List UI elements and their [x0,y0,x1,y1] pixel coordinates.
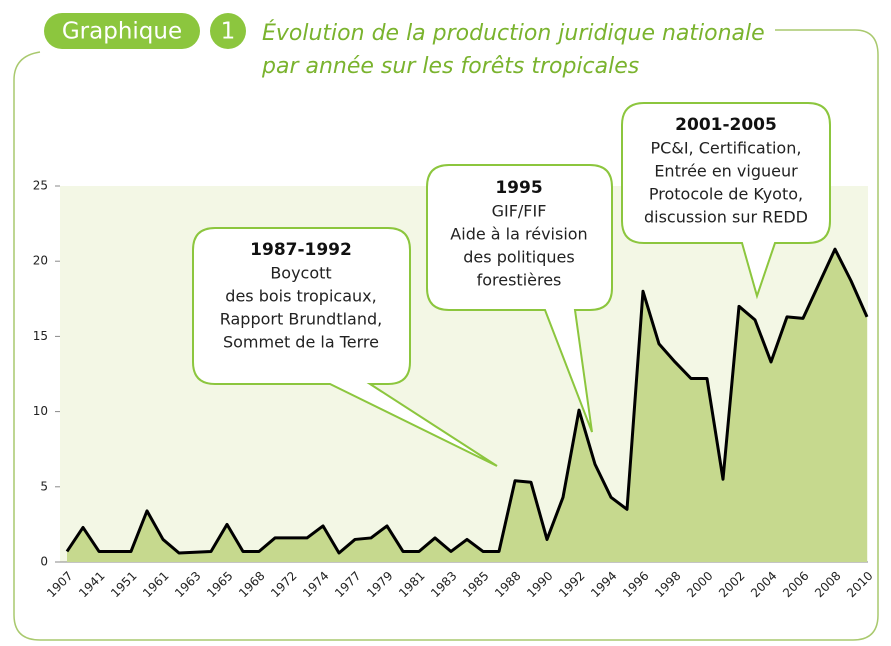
x-tick-label: 1977 [332,569,363,600]
header-number: 1 [221,19,236,45]
callout-text: GIF/FIF [492,202,547,221]
frame [13,29,879,641]
x-tick-label: 1990 [524,569,555,600]
x-tick-label: 2006 [780,569,811,600]
x-tick-label: 1974 [300,569,331,600]
callout-title: 1995 [495,178,542,198]
y-tick-label: 15 [33,329,48,343]
x-tick-label: 1981 [396,569,427,600]
header-circle [210,13,246,49]
callout [192,227,498,467]
x-tick-label: 1968 [236,569,267,600]
x-tick-label: 1907 [44,569,75,600]
x-tick-label: 2000 [684,569,715,600]
x-tick-label: 1998 [652,569,683,600]
callout-text: forestières [477,271,562,290]
callout [621,102,831,300]
x-tick-label: 2004 [748,569,779,600]
x-tick-label: 2008 [812,569,843,600]
line [65,247,869,555]
chart-title: Évolution de la production juridique nat… [262,20,765,46]
x-tick-label: 1961 [140,569,171,600]
x-tick-label: 2010 [844,569,875,600]
x-tick-label: 1963 [172,569,203,600]
x-tick-label: 1951 [108,569,139,600]
y-tick-label: 10 [33,404,48,418]
callout-text: Sommet de la Terre [223,333,379,352]
callout [426,164,613,433]
chart-title: par année sur les forêts tropicales [261,54,639,79]
y-tick-label: 20 [33,254,48,268]
callout-title: 1987-1992 [250,240,352,260]
callout-text: Protocole de Kyoto, [649,185,803,204]
x-tick-label: 1985 [460,569,491,600]
x-tick-label: 1941 [76,569,107,600]
x-tick-label: 1965 [204,569,235,600]
header-pill [44,13,200,49]
x-tick-label: 1979 [364,569,395,600]
x-tick-label: 1983 [428,569,459,600]
callout-text: des bois tropicaux, [225,287,376,306]
callout-text: Boycott [270,264,331,283]
y-tick-label: 25 [33,179,48,193]
x-tick-label: 2002 [716,569,747,600]
x-tick-label: 1996 [620,569,651,600]
x-tick-label: 1988 [492,569,523,600]
callout-text: Aide à la révision [450,225,587,244]
callout-text: discussion sur REDD [644,208,808,227]
x-tick-label: 1972 [268,569,299,600]
callout-text: Rapport Brundtland, [220,310,383,329]
callout-text: des politiques [463,248,574,267]
callout-text: Entrée en vigueur [654,162,798,181]
callout-title: 2001-2005 [675,115,777,135]
x-tick-label: 1992 [556,569,587,600]
y-tick-label: 5 [40,479,48,493]
y-tick-label: 0 [40,555,48,569]
callout-text: PC&I, Certification, [651,139,802,158]
header-label: Graphique [62,19,182,45]
x-tick-label: 1994 [588,569,619,600]
area [67,249,867,562]
